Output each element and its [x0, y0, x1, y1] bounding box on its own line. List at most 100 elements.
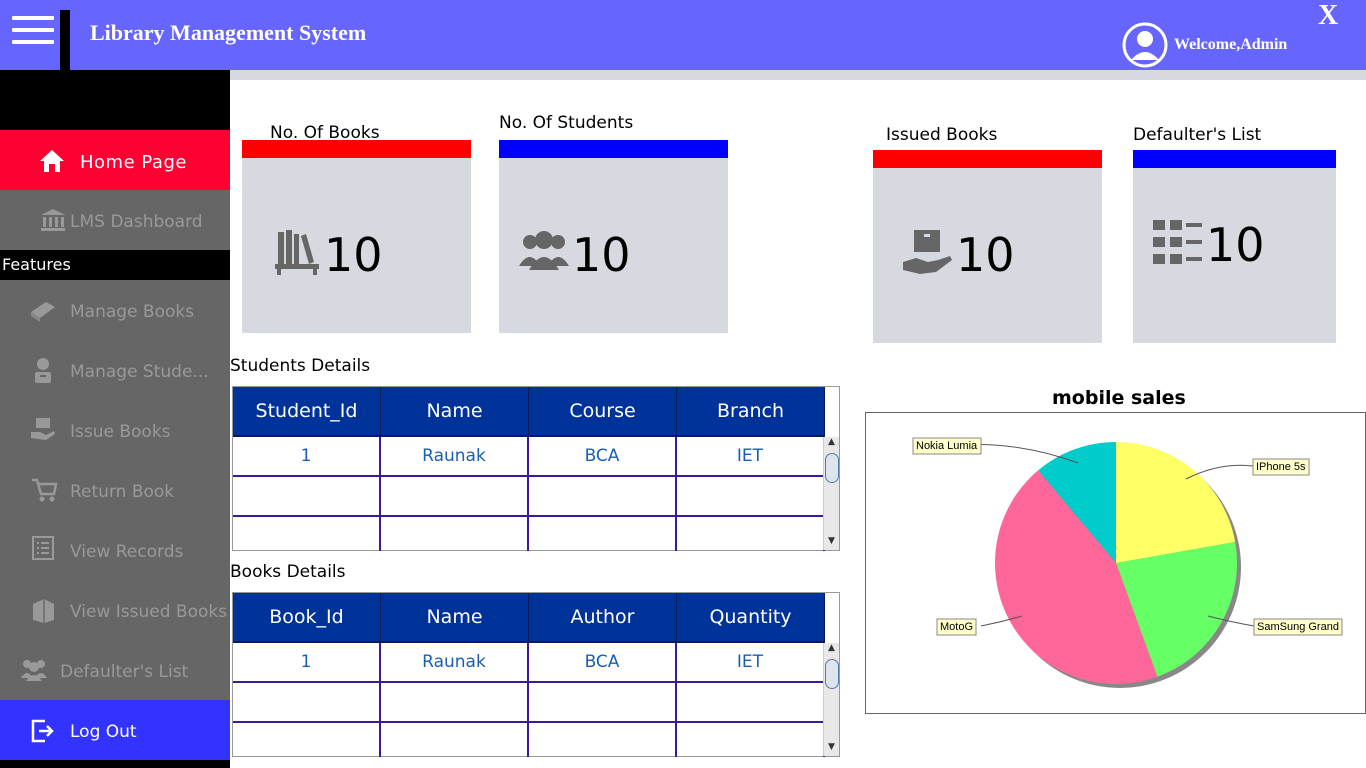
grid-list-icon [1153, 220, 1202, 264]
hamburger-menu-icon[interactable] [12, 16, 54, 50]
column-header[interactable]: Course [529, 387, 677, 437]
sidebar-item-manage-students[interactable]: Manage Stude... [0, 340, 230, 400]
column-header[interactable]: Book_Id [233, 593, 381, 643]
logout-button[interactable]: Log Out [0, 700, 230, 760]
bank-icon [41, 209, 65, 231]
table-cell [233, 477, 381, 517]
table-row[interactable] [233, 723, 825, 757]
table-cell [233, 723, 381, 757]
pie-label-leader [1207, 615, 1255, 627]
card-accent-issued [873, 150, 1102, 168]
sidebar-item-return-book[interactable]: Return Book [0, 460, 230, 520]
pie-chart: IPhone 5s SamSung Grand MotoG Nokia Lumia [912, 437, 1343, 688]
table-cell [381, 517, 529, 551]
table-cell [529, 683, 677, 723]
column-header[interactable]: Name [381, 593, 529, 643]
table-row[interactable]: 1 Raunak BCA IET [233, 643, 825, 683]
students-table[interactable]: Student_Id Name Course Branch 1 Raunak B… [232, 386, 840, 551]
column-header[interactable]: Quantity [677, 593, 825, 643]
card-title-students: No. Of Students [499, 113, 634, 133]
card-title-defaulters: Defaulter's List [1133, 125, 1262, 145]
app-title: Library Management System [90, 20, 367, 45]
table-cell [381, 683, 529, 723]
table-cell [529, 477, 677, 517]
welcome-text: Welcome,Admin [1174, 36, 1288, 53]
column-header[interactable]: Student_Id [233, 387, 381, 437]
home-icon [40, 150, 64, 172]
scroll-down-icon[interactable]: ▼ [828, 742, 835, 752]
sidebar-item-label: Defaulter's List [60, 662, 189, 682]
scroll-thumb[interactable] [825, 659, 839, 689]
table-cell: Raunak [381, 437, 529, 477]
sidebar-item-manage-books[interactable]: Manage Books [0, 280, 230, 340]
card-value-issued: 10 [956, 228, 1015, 282]
column-header[interactable]: Name [381, 387, 529, 437]
column-header[interactable]: Author [529, 593, 677, 643]
issued-books-icon [33, 599, 54, 623]
sidebar-item-view-issued-books[interactable]: View Issued Books [0, 580, 230, 640]
sidebar: Home Page LMS Dashboard Features Manage … [0, 70, 230, 768]
sidebar-item-defaulters-list[interactable]: Defaulter's List [0, 640, 230, 700]
table-row[interactable] [233, 517, 825, 551]
table-cell [677, 683, 825, 723]
sidebar-item-label: Home Page [80, 152, 187, 173]
svg-text:IPhone 5s: IPhone 5s [1256, 461, 1306, 473]
card-value-defaulters: 10 [1206, 218, 1265, 272]
table-cell [677, 517, 825, 551]
table-cell: BCA [529, 643, 677, 683]
scroll-down-icon[interactable]: ▼ [828, 536, 835, 546]
column-header[interactable]: Branch [677, 387, 825, 437]
table-row[interactable] [233, 683, 825, 723]
close-button[interactable]: X [1318, 0, 1339, 31]
books-table[interactable]: Book_Id Name Author Quantity 1 Raunak BC… [232, 592, 840, 757]
sidebar-bottom-band [0, 760, 230, 768]
pie-slice [1116, 541, 1237, 677]
sidebar-item-label: Issue Books [70, 422, 171, 442]
table-cell [233, 517, 381, 551]
table-cell: 1 [233, 437, 381, 477]
table-cell [381, 477, 529, 517]
table-row[interactable]: 1 Raunak BCA IET [233, 437, 825, 477]
scroll-thumb[interactable] [825, 453, 839, 483]
group-icon [21, 660, 47, 681]
sidebar-item-home[interactable]: Home Page [0, 130, 230, 190]
vertical-scrollbar[interactable]: ▲ ▼ [823, 437, 839, 550]
pie-slice [1038, 442, 1116, 563]
user-avatar-icon [1122, 22, 1168, 68]
pie-label: MotoG [936, 618, 977, 636]
pie-slice [995, 470, 1158, 684]
vertical-scrollbar[interactable]: ▲ ▼ [823, 643, 839, 756]
table-row[interactable] [233, 477, 825, 517]
table-cell: IET [677, 437, 825, 477]
svg-text:SamSung Grand: SamSung Grand [1257, 621, 1339, 633]
book-icon [31, 302, 55, 322]
card-value-students: 10 [572, 228, 631, 282]
student-icon [35, 358, 51, 383]
pie-label: SamSung Grand [1253, 618, 1343, 636]
sidebar-item-label: View Issued Books [70, 602, 228, 622]
main-top-strip [230, 70, 1366, 80]
table-header: Student_Id Name Course Branch [233, 387, 825, 437]
books-shelf-icon [275, 230, 319, 275]
list-icon [32, 536, 54, 560]
pie-label: Nokia Lumia [912, 437, 982, 455]
features-header: Features [0, 250, 230, 280]
sidebar-item-issue-books[interactable]: Issue Books [0, 400, 230, 460]
pie-label-leader [1185, 464, 1254, 480]
table-cell: 1 [233, 643, 381, 683]
sidebar-item-label: Manage Stude... [70, 362, 209, 382]
svg-text:MotoG: MotoG [940, 621, 973, 633]
hand-box-icon [903, 230, 952, 274]
table-cell [677, 477, 825, 517]
scroll-up-icon[interactable]: ▲ [828, 437, 835, 447]
table-cell [381, 723, 529, 757]
sidebar-item-dashboard[interactable]: LMS Dashboard [0, 190, 230, 250]
sidebar-item-view-records[interactable]: View Records [0, 520, 230, 580]
sidebar-item-label: Return Book [70, 482, 175, 502]
sidebar-top-band [0, 70, 230, 130]
table-cell [233, 683, 381, 723]
table-cell: IET [677, 643, 825, 683]
header-divider [60, 10, 70, 70]
card-accent-books [242, 140, 471, 158]
scroll-up-icon[interactable]: ▲ [828, 643, 835, 653]
